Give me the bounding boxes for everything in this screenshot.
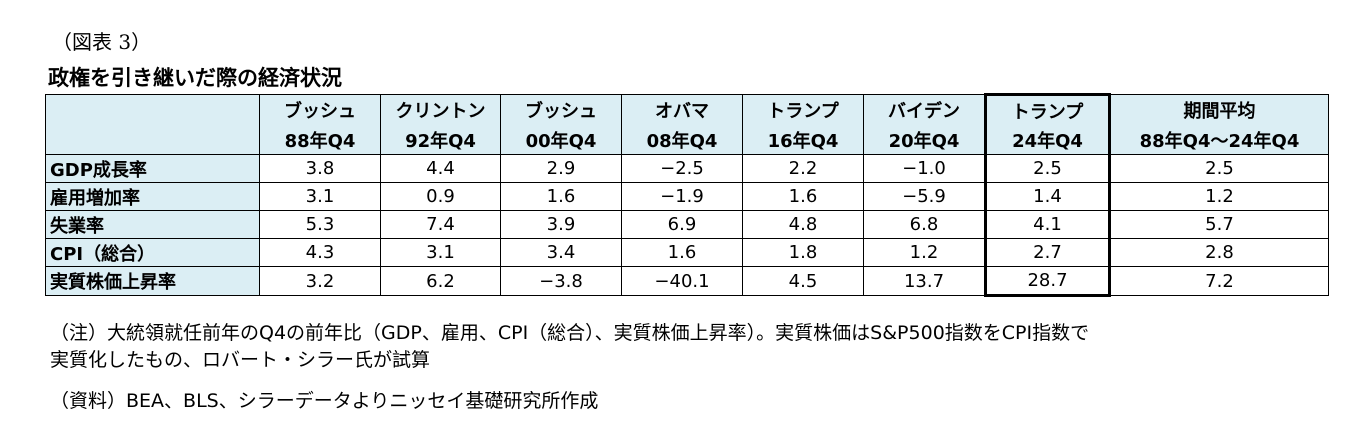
cell: 4.4 xyxy=(380,154,501,183)
cell: 5.7 xyxy=(1109,210,1329,239)
cell: −3.8 xyxy=(500,266,622,296)
header-row: ブッシュ クリントン ブッシュ オバマ トランプ バイデン トランプ 期間平均 xyxy=(45,93,1329,125)
note: 実質化したもの、ロバート・シラー氏が試算 xyxy=(50,349,431,371)
cell: −40.1 xyxy=(621,266,743,296)
cell: 6.9 xyxy=(621,210,743,239)
cell: 6.2 xyxy=(380,266,501,296)
column-header: 16年Q4 xyxy=(742,125,864,155)
cell: 1.6 xyxy=(742,182,864,211)
column-header: バイデン xyxy=(863,94,986,125)
row-label: GDP成長率 xyxy=(45,154,260,183)
cell: 0.9 xyxy=(380,182,501,211)
column-header: 88年Q4～24年Q4 xyxy=(1109,125,1329,155)
cell: 3.9 xyxy=(500,210,622,239)
cell: 1.8 xyxy=(742,238,864,267)
data-row: CPI（総合） 4.3 3.1 3.4 1.6 1.8 1.2 2.7 2.8 xyxy=(45,238,1329,267)
column-header: 08年Q4 xyxy=(621,125,743,155)
note: （注）大統領就任前年のQ4の前年比（GDP、雇用、CPI（総合）、実質株価上昇率… xyxy=(50,322,1090,344)
cell: 2.5 xyxy=(1109,154,1329,183)
data-row: 失業率 5.3 7.4 3.9 6.9 4.8 6.8 4.1 5.7 xyxy=(45,210,1329,239)
column-header: トランプ xyxy=(984,93,1111,125)
caption: （図表 3） xyxy=(52,30,152,54)
cell: 4.5 xyxy=(742,266,864,296)
column-header: ブッシュ xyxy=(259,94,381,125)
header-blank xyxy=(45,94,260,125)
column-header: 20年Q4 xyxy=(863,125,986,155)
table: ブッシュ クリントン ブッシュ オバマ トランプ バイデン トランプ 期間平均 88年Q4 92年… xyxy=(45,93,1329,297)
cell: 4.1 xyxy=(984,210,1111,239)
data-row: 実質株価上昇率 3.2 6.2 −3.8 −40.1 4.5 13.7 28.7 7.2 xyxy=(45,266,1329,297)
cell: 3.1 xyxy=(380,238,501,267)
cell: 1.2 xyxy=(863,238,986,267)
cell: −2.5 xyxy=(621,154,743,183)
header-row: 88年Q4 92年Q4 00年Q4 08年Q4 16年Q4 20年Q4 24年Q4 88年Q4… xyxy=(45,125,1329,155)
row-label: 雇用増加率 xyxy=(45,182,260,211)
source: （資料）BEA、BLS、シラーデータよりニッセイ基礎研究所作成 xyxy=(50,390,599,412)
cell: 4.3 xyxy=(259,238,381,267)
column-header: 期間平均 xyxy=(1109,94,1329,125)
cell: 2.2 xyxy=(742,154,864,183)
cell: 13.7 xyxy=(863,266,986,296)
cell: 2.7 xyxy=(984,238,1111,267)
cell: −1.0 xyxy=(863,154,986,183)
row-label: CPI（総合） xyxy=(45,238,260,267)
column-header: 00年Q4 xyxy=(500,125,622,155)
header-blank xyxy=(45,125,260,155)
row-label: 失業率 xyxy=(45,210,260,239)
cell: 1.4 xyxy=(984,182,1111,211)
cell: −5.9 xyxy=(863,182,986,211)
cell: 1.2 xyxy=(1109,182,1329,211)
column-header: 92年Q4 xyxy=(380,125,501,155)
cell: 7.4 xyxy=(380,210,501,239)
cell: 4.8 xyxy=(742,210,864,239)
cell: 1.6 xyxy=(500,182,622,211)
title: 政権を引き継いだ際の経済状況 xyxy=(48,66,342,90)
cell: 6.8 xyxy=(863,210,986,239)
cell: 2.8 xyxy=(1109,238,1329,267)
cell: −1.9 xyxy=(621,182,743,211)
cell: 5.3 xyxy=(259,210,381,239)
cell: 3.1 xyxy=(259,182,381,211)
column-header: 24年Q4 xyxy=(984,125,1111,155)
column-header: トランプ xyxy=(742,94,864,125)
cell: 2.5 xyxy=(984,154,1111,183)
cell: 7.2 xyxy=(1109,266,1329,296)
cell: 3.4 xyxy=(500,238,622,267)
column-header: 88年Q4 xyxy=(259,125,381,155)
cell: 28.7 xyxy=(984,266,1111,297)
column-header: ブッシュ xyxy=(500,94,622,125)
column-header: クリントン xyxy=(380,94,501,125)
data-row: GDP成長率 3.8 4.4 2.9 −2.5 2.2 −1.0 2.5 2.5 xyxy=(45,154,1329,183)
row-label: 実質株価上昇率 xyxy=(45,266,260,296)
cell: 1.6 xyxy=(621,238,743,267)
column-header: オバマ xyxy=(621,94,743,125)
data-row: 雇用増加率 3.1 0.9 1.6 −1.9 1.6 −5.9 1.4 1.2 xyxy=(45,182,1329,211)
cell: 3.2 xyxy=(259,266,381,296)
cell: 2.9 xyxy=(500,154,622,183)
cell: 3.8 xyxy=(259,154,381,183)
